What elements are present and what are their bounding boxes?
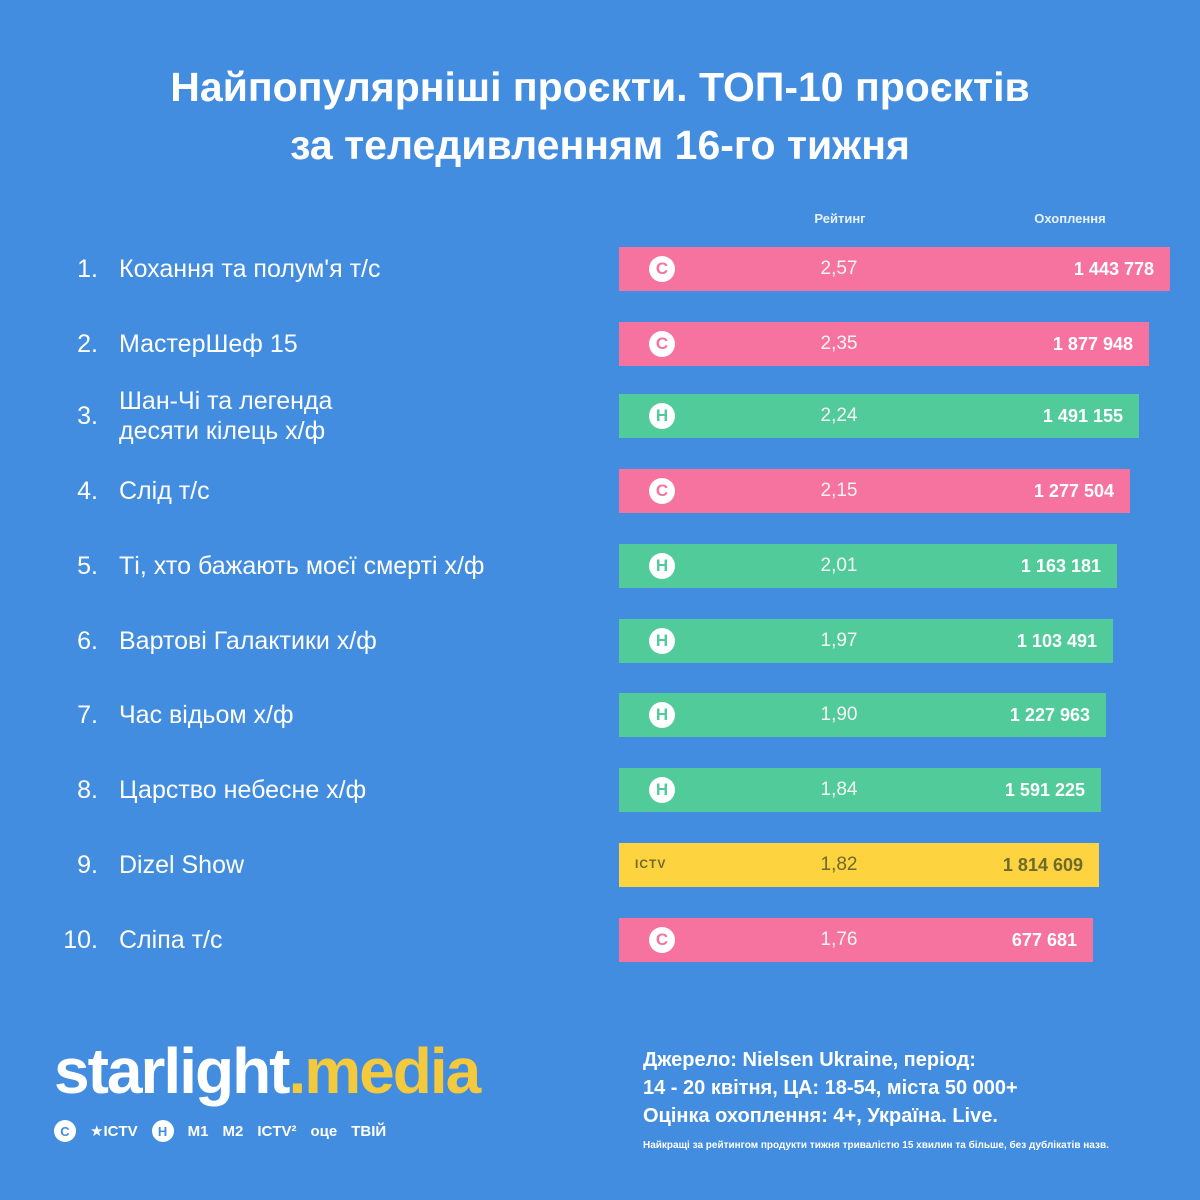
rating-value: 2,35 [799, 322, 879, 366]
reach-value: 1 491 155 [1043, 394, 1123, 438]
table-row: 9. Dizel Show ICTV 1,82 1 814 609 [0, 840, 1200, 890]
footnote: Найкращі за рейтингом продукти тижня три… [643, 1140, 1183, 1151]
table-row: 4. Слід т/с С 2,15 1 277 504 [0, 466, 1200, 516]
table-row: 7. Час відьом х/ф Н 1,90 1 227 963 [0, 690, 1200, 740]
project-name: Сліпа т/с [119, 915, 599, 965]
project-name: МастерШеф 15 [119, 319, 599, 369]
rating-bar: Н 1,97 1 103 491 [619, 619, 1113, 663]
reach-value: 1 277 504 [1034, 469, 1114, 513]
stb-logo-icon: С [649, 478, 675, 504]
project-name: Царство небесне х/ф [119, 765, 599, 815]
title-line-2: за теледивленням 16-го тижня [0, 116, 1200, 174]
rating-column-header: Рейтинг [780, 211, 900, 226]
reach-value: 1 877 948 [1053, 322, 1133, 366]
rating-value: 1,97 [799, 619, 879, 663]
novy-logo-icon: Н [152, 1120, 174, 1142]
novy-logo-icon: Н [649, 553, 675, 579]
brand-part-media: media [304, 1035, 479, 1107]
rating-value: 2,01 [799, 544, 879, 588]
rating-value: 2,57 [799, 247, 879, 291]
table-row: 1. Кохання та полум'я т/с С 2,57 1 443 778 [0, 244, 1200, 294]
table-row: 3. Шан-Чі та легенда десяти кілець х/ф Н 2,… [0, 391, 1200, 441]
source-line-2: 14 - 20 квітня, ЦА: 18-54, міста 50 000+ [643, 1074, 1163, 1102]
source-line-3: Оцінка охоплення: 4+, Україна. Live. [643, 1102, 1163, 1130]
reach-value: 1 103 491 [1017, 619, 1097, 663]
reach-column-header: Охоплення [990, 211, 1150, 226]
rating-value: 1,84 [799, 768, 879, 812]
rank-number: 3. [40, 391, 98, 441]
rating-value: 1,90 [799, 693, 879, 737]
rating-bar: С 2,15 1 277 504 [619, 469, 1130, 513]
ictv2-logo-icon: ICTV [635, 857, 666, 871]
reach-value: 677 681 [1012, 918, 1077, 962]
rank-number: 10. [40, 915, 98, 965]
table-row: 6. Вартові Галактики х/ф Н 1,97 1 103 491 [0, 616, 1200, 666]
reach-value: 1 814 609 [1003, 843, 1083, 887]
novy-logo-icon: Н [649, 702, 675, 728]
project-name: Кохання та полум'я т/с [119, 244, 599, 294]
rating-value: 2,15 [799, 469, 879, 513]
project-name: Ті, хто бажають моєї смерті х/ф [119, 541, 599, 591]
ictv-logo-icon: ★ICTV [90, 1122, 138, 1140]
table-row: 8. Царство небесне х/ф Н 1,84 1 591 225 [0, 765, 1200, 815]
stb-logo-icon: С [649, 927, 675, 953]
rating-bar: Н 1,90 1 227 963 [619, 693, 1106, 737]
rank-number: 2. [40, 319, 98, 369]
rank-number: 7. [40, 690, 98, 740]
m1-logo-icon: M1 [188, 1123, 209, 1140]
rating-value: 1,82 [799, 843, 879, 887]
rank-number: 4. [40, 466, 98, 516]
ictv2-logo-icon: ICTV² [257, 1123, 296, 1140]
table-row: 10. Сліпа т/с С 1,76 677 681 [0, 915, 1200, 965]
rating-bar: С 2,35 1 877 948 [619, 322, 1149, 366]
m2-logo-icon: M2 [222, 1123, 243, 1140]
rank-number: 5. [40, 541, 98, 591]
novy-logo-icon: Н [649, 403, 675, 429]
rating-value: 1,76 [799, 918, 879, 962]
stb-logo-icon: С [54, 1120, 76, 1142]
source-note: Джерело: Nielsen Ukraine, період: 14 - 2… [643, 1046, 1163, 1130]
rating-bar: С 2,57 1 443 778 [619, 247, 1170, 291]
oce-logo-icon: оце [310, 1123, 337, 1140]
title-line-1: Найпопулярніші проєкти. ТОП-10 проєктів [0, 58, 1200, 116]
project-name: Слід т/с [119, 466, 599, 516]
page-title: Найпопулярніші проєкти. ТОП-10 проєктів … [0, 58, 1200, 174]
source-line-1: Джерело: Nielsen Ukraine, період: [643, 1046, 1163, 1074]
project-name: Час відьом х/ф [119, 690, 599, 740]
rank-number: 9. [40, 840, 98, 890]
reach-value: 1 163 181 [1021, 544, 1101, 588]
rank-number: 8. [40, 765, 98, 815]
reach-value: 1 443 778 [1074, 247, 1154, 291]
rating-bar: С 1,76 677 681 [619, 918, 1093, 962]
brand-dot: . [288, 1035, 304, 1107]
rank-number: 6. [40, 616, 98, 666]
brand-logo: starlight.media [54, 1035, 479, 1107]
rating-value: 2,24 [799, 394, 879, 438]
rating-bar: ICTV 1,82 1 814 609 [619, 843, 1099, 887]
channel-logos: С ★ICTV Н M1 M2 ICTV² оце ТВІЙ [54, 1118, 386, 1144]
table-row: 2. МастерШеф 15 С 2,35 1 877 948 [0, 319, 1200, 369]
rating-bar: Н 2,01 1 163 181 [619, 544, 1117, 588]
rating-bar: Н 1,84 1 591 225 [619, 768, 1101, 812]
project-name: Шан-Чі та легенда десяти кілець х/ф [119, 391, 599, 441]
tviy-logo-icon: ТВІЙ [351, 1123, 386, 1140]
reach-value: 1 227 963 [1010, 693, 1090, 737]
novy-logo-icon: Н [649, 777, 675, 803]
brand-part-starlight: starlight [54, 1035, 288, 1107]
rank-number: 1. [40, 244, 98, 294]
project-name: Вартові Галактики х/ф [119, 616, 599, 666]
project-name: Dizel Show [119, 840, 599, 890]
table-row: 5. Ті, хто бажають моєї смерті х/ф Н 2,01 1 … [0, 541, 1200, 591]
novy-logo-icon: Н [649, 628, 675, 654]
stb-logo-icon: С [649, 256, 675, 282]
rating-bar: Н 2,24 1 491 155 [619, 394, 1139, 438]
stb-logo-icon: С [649, 331, 675, 357]
reach-value: 1 591 225 [1005, 768, 1085, 812]
